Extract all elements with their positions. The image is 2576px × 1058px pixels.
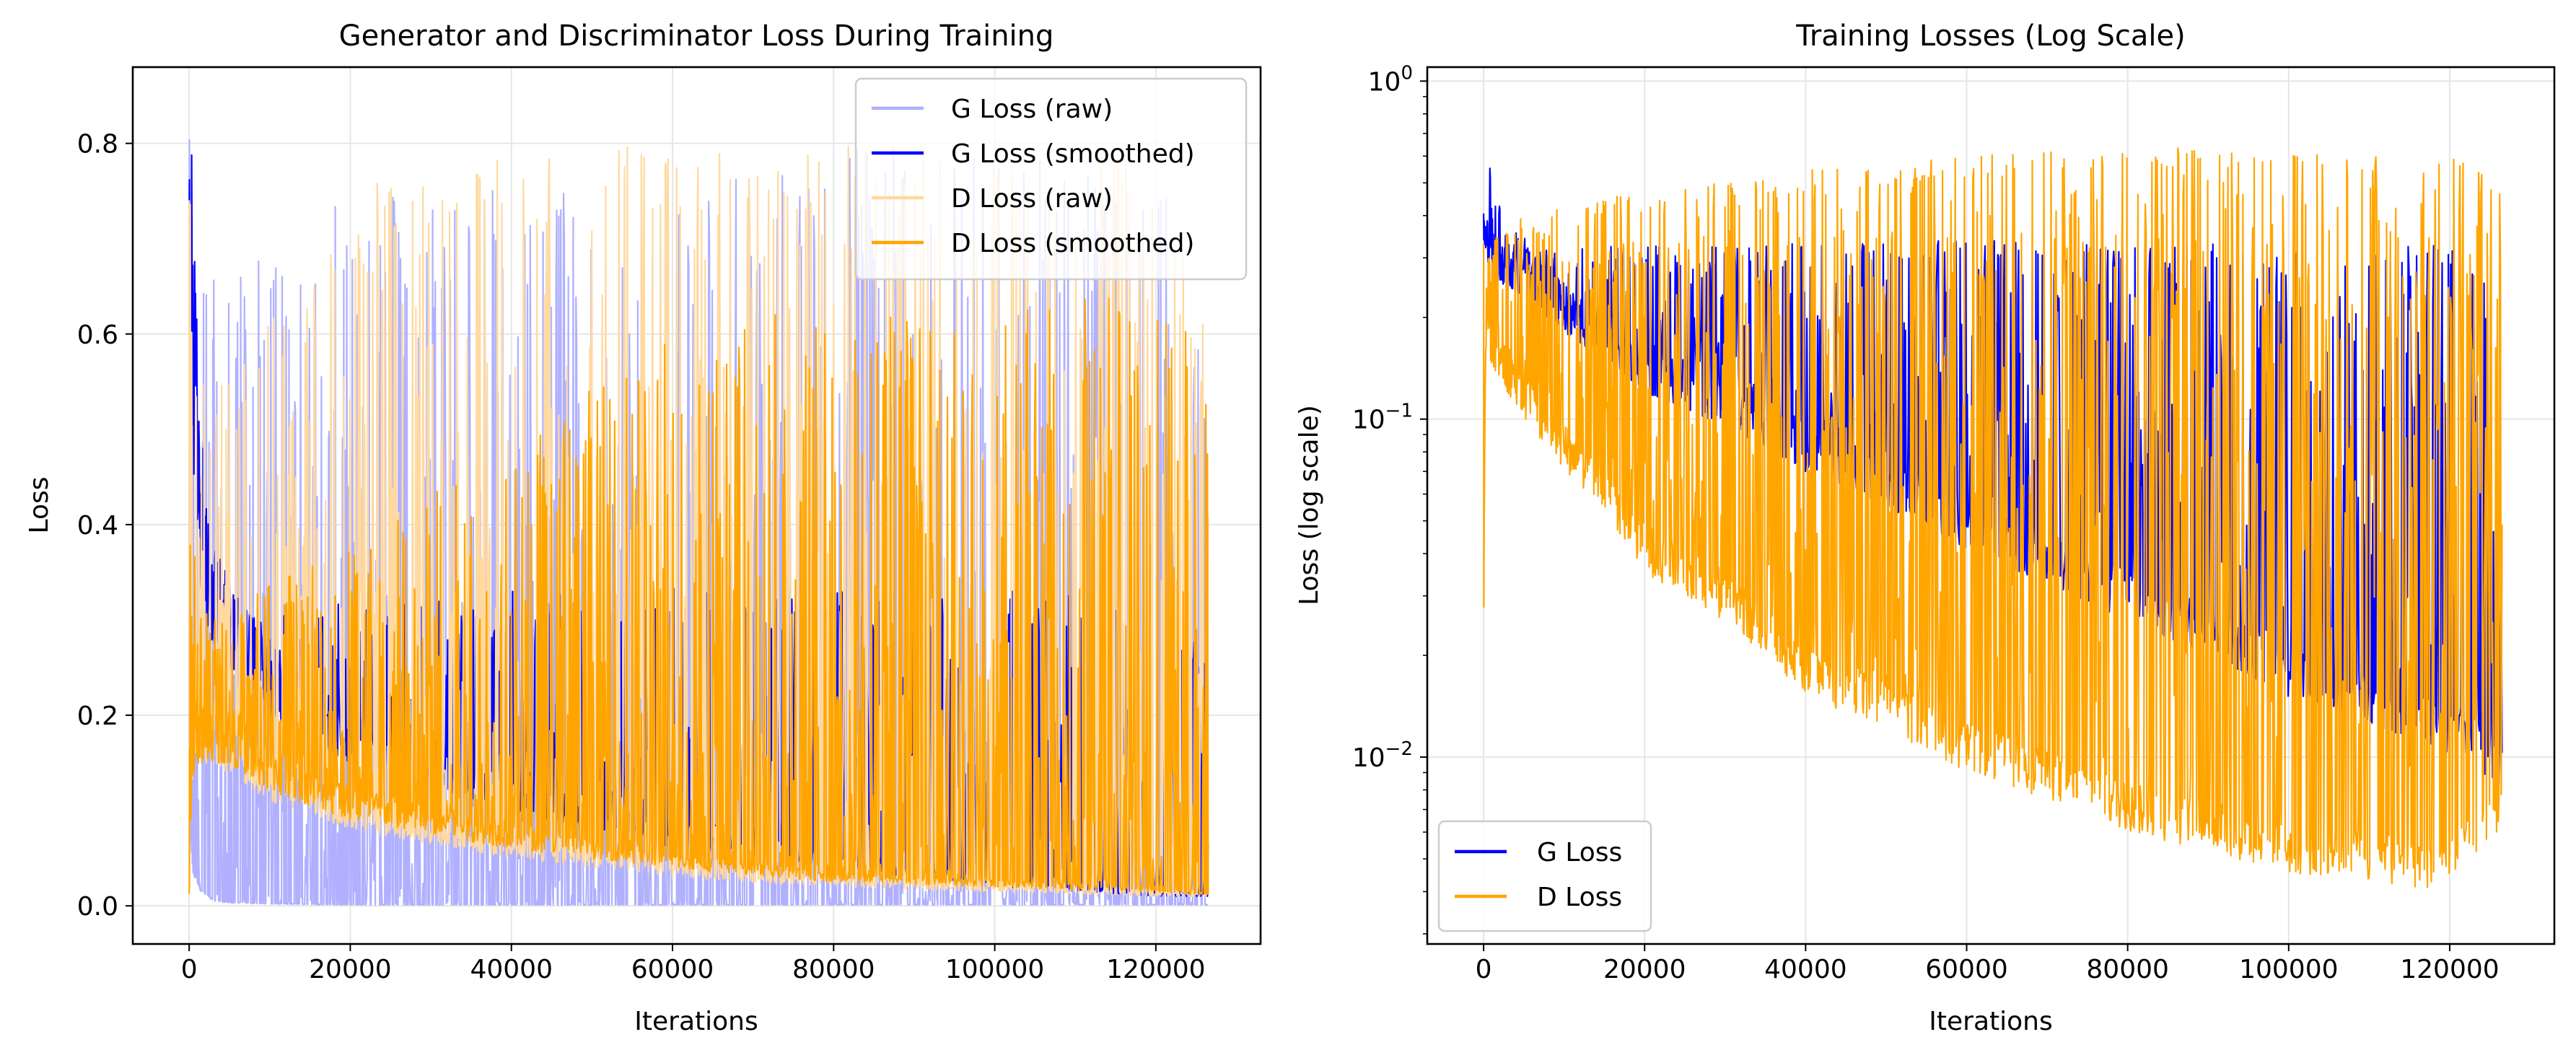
y-tick-label: 0.4 [77,511,118,541]
legend-label-d-loss: D Loss [1537,883,1622,912]
y-tick-label: 10−2 [1352,738,1413,773]
x-tick-label: 40000 [1764,955,1847,984]
legend-label-d-loss-smoothed: D Loss (smoothed) [951,229,1194,258]
left-series-layer [188,139,1209,906]
left-y-ticks: 0.0 0.2 0.4 0.6 0.8 [77,130,133,922]
y-tick-label: 100 [1368,62,1413,97]
x-tick-label: 0 [1476,955,1492,984]
y-tick-label: 0.6 [77,320,118,350]
right-plot-frame [1426,66,2556,945]
right-legend: G Loss D Loss [1437,820,1652,932]
series-line-d-loss [1483,147,2503,888]
x-tick-label: 0 [181,955,198,984]
y-tick-label: 10−1 [1352,401,1413,435]
x-tick-label: 120000 [2400,955,2499,984]
right-chart-title: Training Losses (Log Scale) [1795,19,2185,53]
right-series-layer [1483,147,2503,888]
series-line-g-loss-raw [188,139,1209,906]
x-tick-label: 40000 [470,955,553,984]
x-tick-label: 20000 [1603,955,1686,984]
right-x-ticks: 0 20000 40000 60000 80000 100000 120000 [1476,944,2500,984]
y-tick-label: 0.2 [77,701,118,731]
left-legend: G Loss (raw) G Loss (smoothed) D Loss (r… [854,77,1248,281]
y-tick-label: 0.8 [77,130,118,159]
left-chart-title: Generator and Discriminator Loss During … [339,19,1054,53]
x-tick-label: 80000 [2086,955,2169,984]
left-x-axis-label: Iterations [634,1007,758,1036]
x-tick-label: 100000 [2239,955,2338,984]
left-plot-frame [131,66,1262,945]
x-tick-label: 60000 [631,955,714,984]
y-tick-label: 0.0 [77,892,118,922]
left-legend-box [854,77,1248,281]
series-line-d-loss-smoothed [188,297,1209,896]
left-y-axis-label: Loss [25,477,54,534]
right-chart: 0 20000 40000 60000 80000 100000 120000 10−210… [1294,19,2556,1036]
x-tick-label: 100000 [945,955,1044,984]
right-legend-box [1437,820,1652,932]
left-chart: 0 20000 40000 60000 80000 100000 120000 0.0 0.2… [25,19,1262,1036]
x-tick-label: 120000 [1106,955,1205,984]
x-tick-label: 20000 [309,955,392,984]
right-y-axis-label: Loss (log scale) [1294,405,1324,605]
legend-label-d-loss-raw: D Loss (raw) [951,184,1113,214]
legend-label-g-loss: G Loss [1537,838,1622,867]
series-line-d-loss-raw [188,146,1209,897]
x-tick-label: 80000 [792,955,875,984]
legend-label-g-loss-smoothed: G Loss (smoothed) [951,139,1195,169]
legend-label-g-loss-raw: G Loss (raw) [951,95,1113,124]
x-tick-label: 60000 [1925,955,2008,984]
right-y-ticks: 10−2 10−1 100 [1352,62,1427,935]
right-x-axis-label: Iterations [1929,1007,2052,1036]
left-x-ticks: 0 20000 40000 60000 80000 100000 120000 [181,944,1206,984]
